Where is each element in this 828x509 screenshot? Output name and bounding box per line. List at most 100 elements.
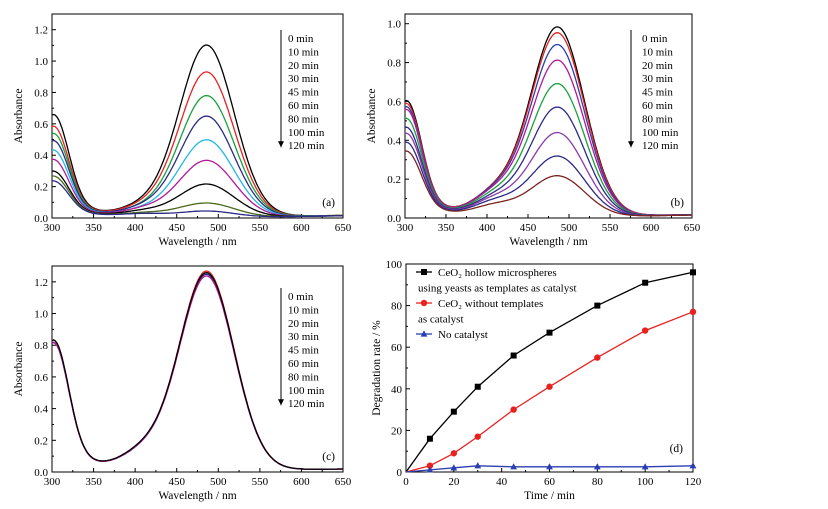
- legend-label: 80 min: [288, 113, 319, 125]
- plot-frame: [405, 263, 694, 473]
- y-axis-label: Absorbance: [366, 89, 378, 144]
- x-tick-label: 600: [293, 476, 310, 488]
- panel-label: (c): [322, 451, 335, 463]
- legend-label: 60 min: [288, 358, 319, 370]
- y-axis-label: Absorbance: [13, 342, 25, 397]
- x-tick-label: 550: [252, 476, 269, 488]
- legend-label: CeO₂ without templates: [438, 298, 543, 310]
- legend-marker: [421, 269, 427, 275]
- data-point: [510, 352, 517, 359]
- y-tick-label: 1.0: [34, 56, 48, 68]
- y-tick-label: 0.8: [34, 87, 48, 99]
- legend-label: No catalyst: [438, 329, 488, 341]
- legend-label: 20 min: [288, 318, 319, 330]
- panel-label: (b): [671, 197, 685, 209]
- y-tick-label: 0: [397, 467, 403, 479]
- data-point: [689, 308, 697, 316]
- y-tick-label: 0.2: [34, 182, 48, 194]
- legend-label: 120 min: [288, 398, 325, 410]
- x-tick-label: 650: [335, 222, 352, 234]
- x-tick-label: 40: [496, 476, 508, 488]
- x-tick-label: 400: [127, 476, 144, 488]
- y-tick-label: 1.2: [34, 277, 48, 289]
- legend-marker: [420, 330, 428, 337]
- legend-label: 10 min: [288, 304, 319, 316]
- legend-label: 0 min: [642, 33, 668, 45]
- x-axis-label: Wavelength / nm: [509, 236, 587, 248]
- series-line-100-min: [404, 141, 692, 217]
- legend-label: using yeasts as templates as catalyst: [418, 283, 577, 295]
- x-tick-label: 120: [685, 476, 702, 488]
- legend-arrow-head: [278, 141, 284, 148]
- x-tick-label: 400: [127, 222, 144, 234]
- legend-label: 120 min: [642, 140, 679, 152]
- x-tick-label: 650: [684, 222, 701, 234]
- x-tick-label: 500: [210, 222, 227, 234]
- legend-label: 0 min: [288, 33, 314, 45]
- y-tick-label: 80: [391, 301, 403, 313]
- data-point: [450, 464, 458, 471]
- x-tick-label: 500: [561, 222, 578, 234]
- x-axis-label: Wavelength / nm: [158, 490, 236, 502]
- x-tick-label: 450: [168, 222, 185, 234]
- y-axis-label: Absorbance: [13, 89, 25, 144]
- y-tick-label: 0.8: [34, 340, 48, 352]
- x-tick-label: 300: [397, 222, 414, 234]
- legend-label: 60 min: [642, 100, 673, 112]
- data-point: [689, 462, 697, 469]
- x-tick-label: 400: [479, 222, 496, 234]
- data-point: [546, 383, 553, 390]
- legend-label: 100 min: [288, 385, 325, 397]
- panel-d-degradation-rate: 0 20 40 60 80 100 120 0 20 40 60 80 100 Time / min Deg…: [371, 259, 702, 502]
- x-tick-label: 20: [448, 476, 460, 488]
- legend-label: 45 min: [288, 87, 319, 99]
- legend-label: 120 min: [288, 140, 325, 152]
- legend-marker: [420, 299, 428, 307]
- legend-label: 80 min: [642, 113, 673, 125]
- x-tick-label: 60: [544, 476, 556, 488]
- x-axis-label: Time / min: [524, 490, 575, 502]
- data-point: [510, 463, 518, 470]
- data-point: [450, 408, 457, 415]
- legend-arrow-head: [628, 141, 634, 148]
- y-tick-label: 1.0: [387, 19, 401, 31]
- x-tick-label: 300: [44, 222, 61, 234]
- legend-label: 100 min: [288, 127, 325, 139]
- data-point: [450, 450, 458, 457]
- panel-a-absorbance-spectra: 300 350 400 450 500 550 600 650 0.0 0.2 0.4 0.6 0.8 1…: [13, 13, 352, 248]
- series-line-60-min: [52, 158, 344, 217]
- panel-c-absorbance-spectra: 300 350 400 450 500 550 600 650 0.0 0.2 0.4 0.6 0.8 1…: [13, 265, 352, 502]
- data-point: [474, 462, 482, 469]
- legend-label: 0 min: [288, 291, 314, 303]
- data-point: [426, 435, 433, 442]
- y-axis-label: Degradation rate / %: [371, 320, 383, 416]
- data-point: [426, 466, 434, 473]
- x-tick-label: 450: [168, 476, 185, 488]
- legend-label: 45 min: [288, 345, 319, 357]
- legend-label: CeO₂ hollow microspheres: [438, 267, 557, 279]
- legend-arrow-head: [278, 399, 284, 406]
- x-tick-label: 500: [210, 476, 227, 488]
- y-tick-label: 20: [391, 425, 403, 437]
- x-tick-label: 100: [637, 476, 654, 488]
- panel-label: (d): [670, 443, 684, 455]
- data-point: [641, 463, 649, 470]
- y-tick-label: 100: [386, 259, 403, 271]
- x-tick-label: 300: [44, 476, 61, 488]
- legend-label: 30 min: [288, 73, 319, 85]
- legend-label: 20 min: [642, 60, 673, 72]
- y-tick-label: 0.4: [387, 135, 401, 147]
- y-tick-label: 0.4: [34, 150, 48, 162]
- x-tick-label: 350: [438, 222, 455, 234]
- x-tick-label: 450: [520, 222, 537, 234]
- data-point: [510, 406, 517, 413]
- legend-label: 60 min: [288, 100, 319, 112]
- series-line-120-min: [51, 271, 343, 470]
- y-tick-label: 0.4: [34, 404, 48, 416]
- legend-label: 20 min: [288, 60, 319, 72]
- legend-label: 45 min: [642, 87, 673, 99]
- x-tick-label: 350: [85, 222, 102, 234]
- y-tick-label: 0.8: [387, 58, 401, 70]
- x-tick-label: 350: [85, 476, 102, 488]
